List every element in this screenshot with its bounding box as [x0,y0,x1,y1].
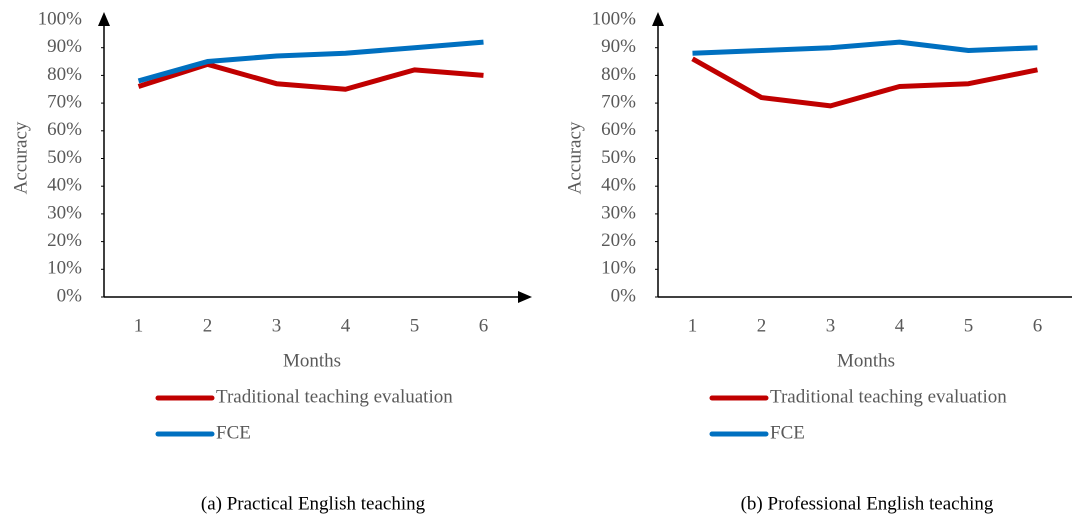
y-tick-label: 60% [47,119,82,140]
series-line [691,56,1038,109]
y-tick-label: 40% [47,175,82,196]
x-tick-label: 4 [341,315,351,336]
y-tick-label: 80% [601,64,636,85]
y-tick-label: 50% [601,147,636,168]
y-tick-label: 10% [47,258,82,279]
x-tick-label: 6 [1033,315,1043,336]
y-tick-label: 60% [601,119,636,140]
x-tick-label: 3 [272,315,282,336]
y-axis-title: Accuracy [10,121,31,194]
y-tick-label: 90% [601,36,636,57]
y-tick-label: 30% [47,202,82,223]
series-line [137,39,484,84]
y-tick-label: 30% [601,202,636,223]
y-tick-label: 90% [47,36,82,57]
y-tick-label: 100% [38,8,83,29]
y-tick-label: 0% [57,285,83,306]
x-axis-title: Months [283,350,341,371]
y-tick-label: 100% [592,8,637,29]
legend-label: Traditional teaching evaluation [770,386,1007,407]
x-axis-arrow [518,291,532,303]
y-axis-arrow [652,12,664,26]
y-tick-label: 20% [601,230,636,251]
x-tick-label: 2 [203,315,213,336]
y-tick-label: 0% [611,285,637,306]
y-tick-label: 10% [601,258,636,279]
y-tick-label: 20% [47,230,82,251]
y-tick-label: 80% [47,64,82,85]
x-tick-label: 6 [479,315,489,336]
x-tick-label: 2 [757,315,767,336]
y-tick-label: 50% [47,147,82,168]
caption: (b) Professional English teaching [741,493,994,514]
y-tick-label: 70% [47,91,82,112]
legend-label: Traditional teaching evaluation [216,386,453,407]
x-tick-label: 1 [688,315,698,336]
legend-label: FCE [770,422,805,443]
x-axis-title: Months [837,350,895,371]
y-tick-label: 40% [601,175,636,196]
x-tick-label: 1 [134,315,144,336]
y-tick-label: 70% [601,91,636,112]
x-tick-label: 4 [895,315,905,336]
x-tick-label: 3 [826,315,836,336]
y-axis-title: Accuracy [564,121,585,194]
series-line [692,39,1038,56]
series-line [137,61,484,92]
x-tick-label: 5 [964,315,974,336]
caption: (a) Practical English teaching [201,493,426,514]
x-tick-label: 5 [410,315,420,336]
legend-label: FCE [216,422,251,443]
y-axis-arrow [98,12,110,26]
